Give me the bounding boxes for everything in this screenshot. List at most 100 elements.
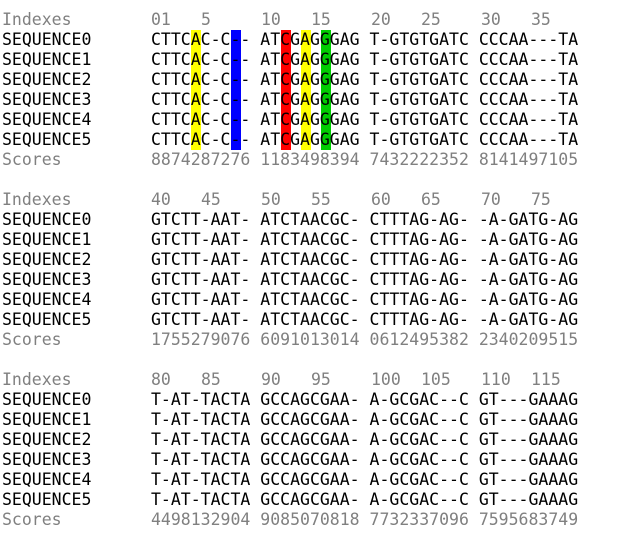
index-tick: 55 <box>311 190 331 209</box>
scores-values: 8874287276 1183498394 7432222352 8141497… <box>151 150 579 169</box>
index-tick: 20 <box>371 10 391 29</box>
sequence-residues: CTTCAC-C-- ATCGAGGGAG T-GTGTGATC CCCAA--… <box>151 90 579 109</box>
sequence-name: SEQUENCE4 <box>2 110 92 129</box>
sequence-row: SEQUENCE0 CTTCAC-C-- ATCGAGGGAG T-GTGTGAT… <box>0 30 620 50</box>
index-tick: 25 <box>421 10 441 29</box>
column-highlight <box>281 30 291 150</box>
sequence-residues: CTTCAC-C-- ATCGAGGGAG T-GTGTGATC CCCAA--… <box>151 110 579 129</box>
sequence-row: SEQUENCE2 GTCTT-AAT- ATCTAACGC- CTTTAG-AG… <box>0 250 620 270</box>
sequence-name: SEQUENCE4 <box>2 290 92 309</box>
scores-label: Scores <box>2 510 62 529</box>
sequence-row: SEQUENCE2 T-AT-TACTA GCCAGCGAA- A-GCGAC--… <box>0 430 620 450</box>
alignment-block: Indexes 80 85 90 95 100 105 110 115 SEQUENCE0 T-AT… <box>0 370 620 530</box>
sequence-row: SEQUENCE0 GTCTT-AAT- ATCTAACGC- CTTTAG-AG… <box>0 210 620 230</box>
scores-row: Scores 8874287276 1183498394 7432222352 8… <box>0 150 620 170</box>
alignment-block: Indexes 01 5 10 15 20 25 30 35 SEQUENCE0 CTTCAC-C-… <box>0 10 620 170</box>
index-ticks: 80 85 90 95 100 105 110 115 <box>151 370 611 390</box>
sequence-residues: GTCTT-AAT- ATCTAACGC- CTTTAG-AG- -A-GATG… <box>151 290 579 309</box>
index-ticks: 40 45 50 55 60 65 70 75 <box>151 190 611 210</box>
index-tick: 115 <box>531 370 561 389</box>
index-tick: 35 <box>531 10 551 29</box>
index-tick: 105 <box>421 370 451 389</box>
sequence-residues: CTTCAC-C-- ATCGAGGGAG T-GTGTGATC CCCAA--… <box>151 50 579 69</box>
sequence-row: SEQUENCE3 CTTCAC-C-- ATCGAGGGAG T-GTGTGAT… <box>0 90 620 110</box>
index-tick: 45 <box>201 190 221 209</box>
column-highlight <box>321 30 331 150</box>
index-tick: 110 <box>481 370 511 389</box>
sequence-row: SEQUENCE5 GTCTT-AAT- ATCTAACGC- CTTTAG-AG… <box>0 310 620 330</box>
index-tick: 10 <box>261 10 281 29</box>
sequence-residues: CTTCAC-C-- ATCGAGGGAG T-GTGTGATC CCCAA--… <box>151 70 579 89</box>
sequence-name: SEQUENCE5 <box>2 310 92 329</box>
sequence-residues: GTCTT-AAT- ATCTAACGC- CTTTAG-AG- -A-GATG… <box>151 270 579 289</box>
index-tick: 70 <box>481 190 501 209</box>
sequence-row: SEQUENCE1 GTCTT-AAT- ATCTAACGC- CTTTAG-AG… <box>0 230 620 250</box>
sequence-residues: T-AT-TACTA GCCAGCGAA- A-GCGAC--C GT---GA… <box>151 490 579 509</box>
sequence-name: SEQUENCE2 <box>2 70 92 89</box>
sequence-residues: GTCTT-AAT- ATCTAACGC- CTTTAG-AG- -A-GATG… <box>151 250 579 269</box>
sequence-row: SEQUENCE1 T-AT-TACTA GCCAGCGAA- A-GCGAC--… <box>0 410 620 430</box>
scores-values: 4498132904 9085070818 7732337096 7595683… <box>151 510 579 529</box>
index-tick: 01 <box>151 10 171 29</box>
sequence-residues: GTCTT-AAT- ATCTAACGC- CTTTAG-AG- -A-GATG… <box>151 310 579 329</box>
index-tick: 65 <box>421 190 441 209</box>
sequence-row: SEQUENCE3 GTCTT-AAT- ATCTAACGC- CTTTAG-AG… <box>0 270 620 290</box>
sequence-row: SEQUENCE4 GTCTT-AAT- ATCTAACGC- CTTTAG-AG… <box>0 290 620 310</box>
index-row: Indexes 40 45 50 55 60 65 70 75 <box>0 190 620 210</box>
sequence-row: SEQUENCE5 CTTCAC-C-- ATCGAGGGAG T-GTGTGAT… <box>0 130 620 150</box>
sequence-residues: CTTCAC-C-- ATCGAGGGAG T-GTGTGATC CCCAA--… <box>151 30 579 49</box>
sequence-residues: T-AT-TACTA GCCAGCGAA- A-GCGAC--C GT---GA… <box>151 430 579 449</box>
indexes-label: Indexes <box>2 370 72 389</box>
index-tick: 30 <box>481 10 501 29</box>
index-tick: 60 <box>371 190 391 209</box>
sequence-residues: T-AT-TACTA GCCAGCGAA- A-GCGAC--C GT---GA… <box>151 470 579 489</box>
scores-values: 1755279076 6091013014 0612495382 2340209… <box>151 330 579 349</box>
index-tick: 80 <box>151 370 171 389</box>
indexes-label: Indexes <box>2 10 72 29</box>
index-tick: 90 <box>261 370 281 389</box>
index-tick: 100 <box>371 370 401 389</box>
sequence-name: SEQUENCE3 <box>2 270 92 289</box>
sequence-row: SEQUENCE4 CTTCAC-C-- ATCGAGGGAG T-GTGTGAT… <box>0 110 620 130</box>
column-highlight <box>301 30 311 150</box>
sequence-name: SEQUENCE0 <box>2 210 92 229</box>
sequence-residues: T-AT-TACTA GCCAGCGAA- A-GCGAC--C GT---GA… <box>151 390 579 409</box>
index-tick: 5 <box>201 10 211 29</box>
sequence-residues: GTCTT-AAT- ATCTAACGC- CTTTAG-AG- -A-GATG… <box>151 230 579 249</box>
index-row: Indexes 80 85 90 95 100 105 110 115 <box>0 370 620 390</box>
sequence-row: SEQUENCE5 T-AT-TACTA GCCAGCGAA- A-GCGAC--… <box>0 490 620 510</box>
sequence-name: SEQUENCE0 <box>2 390 92 409</box>
index-tick: 15 <box>311 10 331 29</box>
column-highlight <box>191 30 201 150</box>
sequence-row: SEQUENCE1 CTTCAC-C-- ATCGAGGGAG T-GTGTGAT… <box>0 50 620 70</box>
sequence-name: SEQUENCE3 <box>2 90 92 109</box>
index-tick: 95 <box>311 370 331 389</box>
scores-row: Scores 4498132904 9085070818 7732337096 7… <box>0 510 620 530</box>
indexes-label: Indexes <box>2 190 72 209</box>
sequence-name: SEQUENCE1 <box>2 50 92 69</box>
sequence-name: SEQUENCE2 <box>2 250 92 269</box>
sequence-residues: T-AT-TACTA GCCAGCGAA- A-GCGAC--C GT---GA… <box>151 410 579 429</box>
index-ticks: 01 5 10 15 20 25 30 35 <box>151 10 611 30</box>
index-tick: 75 <box>531 190 551 209</box>
sequence-name: SEQUENCE5 <box>2 130 92 149</box>
sequence-row: SEQUENCE4 T-AT-TACTA GCCAGCGAA- A-GCGAC--… <box>0 470 620 490</box>
sequence-row: SEQUENCE0 T-AT-TACTA GCCAGCGAA- A-GCGAC--… <box>0 390 620 410</box>
sequence-name: SEQUENCE5 <box>2 490 92 509</box>
index-tick: 85 <box>201 370 221 389</box>
sequence-name: SEQUENCE1 <box>2 230 92 249</box>
scores-label: Scores <box>2 330 62 349</box>
sequence-name: SEQUENCE1 <box>2 410 92 429</box>
scores-label: Scores <box>2 150 62 169</box>
sequence-residues: CTTCAC-C-- ATCGAGGGAG T-GTGTGATC CCCAA--… <box>151 130 579 149</box>
scores-row: Scores 1755279076 6091013014 0612495382 2… <box>0 330 620 350</box>
sequence-residues: T-AT-TACTA GCCAGCGAA- A-GCGAC--C GT---GA… <box>151 450 579 469</box>
sequence-row: SEQUENCE3 T-AT-TACTA GCCAGCGAA- A-GCGAC--… <box>0 450 620 470</box>
index-tick: 40 <box>151 190 171 209</box>
sequence-name: SEQUENCE4 <box>2 470 92 489</box>
sequence-residues: GTCTT-AAT- ATCTAACGC- CTTTAG-AG- -A-GATG… <box>151 210 579 229</box>
index-row: Indexes 01 5 10 15 20 25 30 35 <box>0 10 620 30</box>
index-tick: 50 <box>261 190 281 209</box>
alignment-block: Indexes 40 45 50 55 60 65 70 75 SEQUENCE0 GTCTT-AA… <box>0 190 620 350</box>
